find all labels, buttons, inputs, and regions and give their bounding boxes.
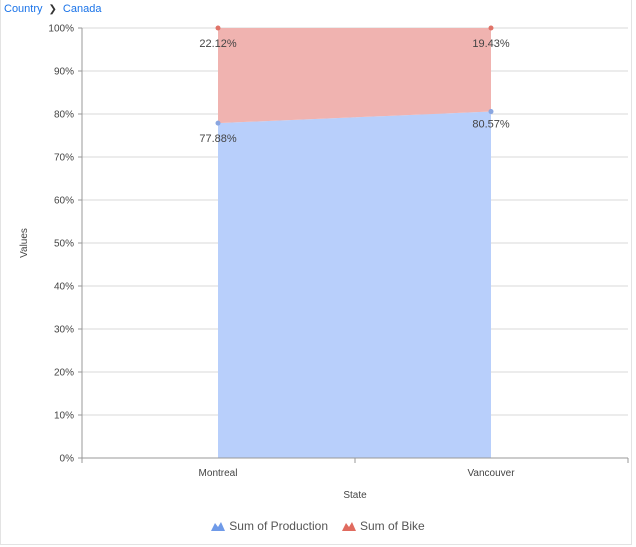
marker-production	[215, 120, 221, 126]
marker-bike	[215, 25, 221, 31]
data-labels: 77.88% 22.12% 80.57% 19.43%	[199, 38, 510, 145]
x-tick-label: Vancouver	[467, 468, 515, 479]
data-label-bike: 19.43%	[472, 38, 510, 50]
axes: 0% 10% 20% 30% 40% 50% 60% 70% 80% 90% 100% Montrea…	[48, 24, 629, 479]
marker-production	[488, 109, 494, 115]
x-axis-title: State	[343, 490, 367, 501]
legend: Sum of Production Sum of Bike	[0, 519, 636, 533]
breadcrumb-country[interactable]: Country	[4, 3, 43, 15]
area-series-icon	[342, 522, 356, 531]
y-tick-label: 60%	[54, 196, 74, 207]
area-production	[218, 111, 491, 458]
area-chart: 0% 10% 20% 30% 40% 50% 60% 70% 80% 90% 100% Montrea…	[19, 24, 629, 501]
y-tick-label: 0%	[60, 454, 75, 465]
data-label-production: 80.57%	[472, 119, 510, 131]
y-tick-label: 10%	[54, 411, 74, 422]
marker-bike	[488, 25, 494, 31]
legend-label-production: Sum of Production	[229, 519, 328, 533]
chevron-right-icon: ❯	[48, 3, 57, 15]
y-tick-label: 100%	[48, 24, 74, 35]
data-label-production: 77.88%	[199, 133, 237, 145]
y-tick-label: 40%	[54, 282, 74, 293]
legend-item-production[interactable]: Sum of Production	[211, 519, 328, 533]
y-tick-label: 50%	[54, 239, 74, 250]
breadcrumb-canada[interactable]: Canada	[62, 3, 102, 15]
breadcrumb: Country ❯ Canada	[4, 3, 101, 15]
legend-item-bike[interactable]: Sum of Bike	[342, 519, 425, 533]
y-tick-label: 20%	[54, 368, 74, 379]
area-bike	[218, 28, 491, 124]
y-axis-title: Values	[19, 228, 30, 258]
y-tick-label: 90%	[54, 67, 74, 78]
y-tick-label: 70%	[54, 153, 74, 164]
areas	[218, 28, 491, 458]
y-tick-label: 80%	[54, 110, 74, 121]
data-label-bike: 22.12%	[199, 38, 237, 50]
markers	[215, 25, 494, 126]
x-tick-label: Montreal	[199, 468, 238, 479]
area-series-icon	[211, 522, 226, 531]
y-tick-label: 30%	[54, 325, 74, 336]
legend-label-bike: Sum of Bike	[360, 519, 425, 533]
